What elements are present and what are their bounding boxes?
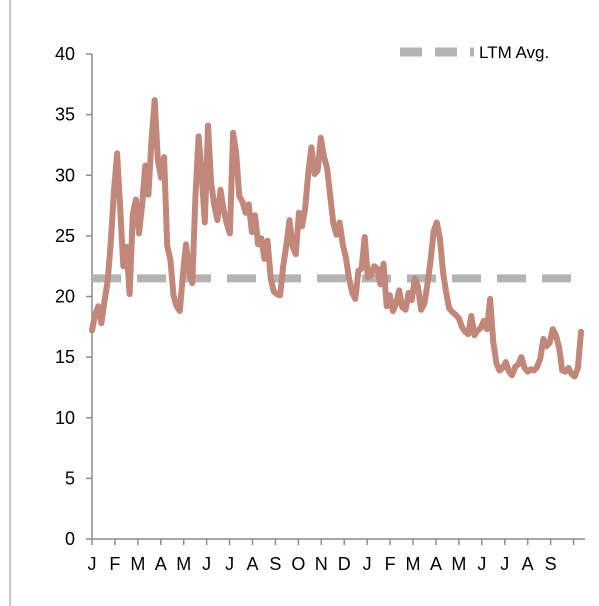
x-tick-label-9: O bbox=[291, 554, 305, 574]
x-tick-label-5: J bbox=[202, 554, 211, 574]
x-tick-label-2: M bbox=[130, 554, 145, 574]
y-tick-label-40: 40 bbox=[55, 44, 75, 64]
x-tick-label-4: M bbox=[176, 554, 191, 574]
x-tick-label-10: N bbox=[315, 554, 328, 574]
legend-label-ltm-avg: LTM Avg. bbox=[479, 43, 549, 62]
y-axis-ticks bbox=[86, 53, 92, 540]
y-tick-label-25: 25 bbox=[55, 226, 75, 246]
x-tick-label-0: J bbox=[88, 554, 97, 574]
x-tick-label-13: F bbox=[385, 554, 396, 574]
y-tick-label-5: 5 bbox=[65, 468, 75, 488]
x-tick-label-6: J bbox=[225, 554, 234, 574]
x-tick-label-18: J bbox=[500, 554, 509, 574]
y-tick-label-35: 35 bbox=[55, 105, 75, 125]
y-tick-label-15: 15 bbox=[55, 347, 75, 367]
series-main-line bbox=[89, 97, 584, 380]
x-tick-label-19: A bbox=[522, 554, 534, 574]
x-tick-label-14: M bbox=[406, 554, 421, 574]
y-axis-tick-labels: 0 5 10 15 20 25 30 35 40 bbox=[55, 44, 75, 549]
x-tick-label-12: J bbox=[363, 554, 372, 574]
x-tick-label-15: A bbox=[430, 554, 442, 574]
x-tick-label-7: A bbox=[247, 554, 259, 574]
y-tick-label-20: 20 bbox=[55, 287, 75, 307]
x-tick-label-1: F bbox=[109, 554, 120, 574]
x-axis-ticks bbox=[91, 539, 575, 545]
chart-legend: LTM Avg. bbox=[400, 43, 549, 62]
chart-series bbox=[89, 97, 585, 380]
x-tick-label-16: M bbox=[451, 554, 466, 574]
x-tick-label-17: J bbox=[477, 554, 486, 574]
chart-axes bbox=[91, 54, 585, 540]
x-tick-label-20: S bbox=[545, 554, 557, 574]
left-border-rule bbox=[9, 0, 11, 606]
x-tick-label-11: D bbox=[338, 554, 351, 574]
x-tick-label-3: A bbox=[155, 554, 167, 574]
y-tick-label-10: 10 bbox=[55, 408, 75, 428]
x-tick-label-8: S bbox=[269, 554, 281, 574]
y-tick-label-30: 30 bbox=[55, 165, 75, 185]
y-tick-label-0: 0 bbox=[65, 529, 75, 549]
